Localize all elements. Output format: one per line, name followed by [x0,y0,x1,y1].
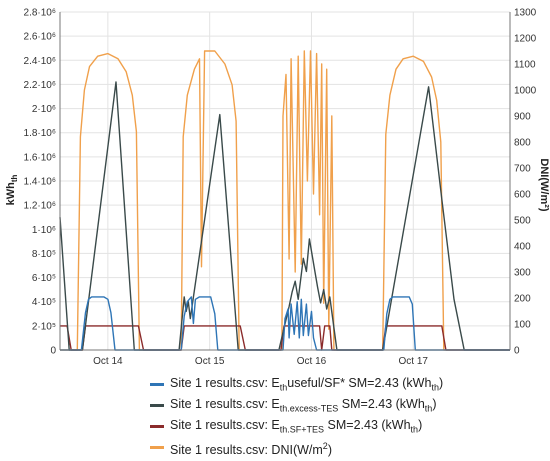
y-left-tick-label: 1·10⁶ [32,225,56,236]
axes [59,12,511,351]
y-right-tick-label: 800 [514,138,531,149]
series-layer [59,50,510,351]
y-right-tick-label: 600 [514,190,531,201]
y-left-tick-label: 2.2·10⁶ [24,80,56,91]
legend-text: ) [327,443,332,458]
legend-subscript: th [410,424,419,435]
legend-subscript: th.SF+TES [279,424,325,435]
tick-labels: 0 2·10⁵ 4·10⁵ 6·10⁵ 8·10⁵ 1·10⁶ 1.2·10⁶ 1.4·10⁶… [24,8,537,368]
y-left-tick-label: 8·10⁵ [32,249,56,260]
legend-text: Site 1 results.csv: DNI(W/m [170,443,323,458]
x-tick-label: Oct 16 [297,356,327,367]
y-left-tick-label: 0 [50,346,56,357]
y-left-tick-label: 2·10⁶ [32,104,56,115]
line-chart: 0 2·10⁵ 4·10⁵ 6·10⁵ 8·10⁵ 1·10⁶ 1.2·10⁶ 1.4·10⁶… [5,8,550,368]
x-tick-label: Oct 17 [399,356,429,367]
legend-text: useful/SF* SM=2.43 (kWh [287,376,432,390]
series-line-4 [60,50,510,351]
y-right-tick-label: 400 [514,242,531,253]
legend-swatch [150,383,164,386]
legend-subscript: th.excess-TES [279,403,339,414]
y-right-tick-label: 500 [514,216,531,227]
y-right-tick-label: 0 [514,346,520,357]
y-left-tick-label: 2.4·10⁶ [24,56,56,67]
y-axis-right-title: DNI(W/m²) [538,158,550,211]
legend-swatch [150,425,164,428]
legend-text: Site 1 results.csv: E [170,397,280,411]
legend-subscript: th [279,382,288,393]
grid-lines [60,11,510,351]
legend-subscript: th [431,382,439,393]
y-right-tick-label: 200 [514,294,531,305]
y-axis-left-title: kWhth [5,175,19,206]
legend-swatch [150,404,164,407]
y-right-tick-label: 900 [514,112,531,123]
y-right-tick-label: 100 [514,320,531,331]
legend-text: SM=2.43 (kWh [324,418,411,432]
y-left-tick-label: 2·10⁵ [32,321,56,332]
y-right-tick-label: 700 [514,164,531,175]
legend-item: Site 1 results.csv: Ethuseful/SF* SM=2.4… [150,373,443,394]
legend-swatch [150,446,164,449]
y-right-tick-label: 1100 [514,60,536,71]
y-right-tick-label: 1200 [514,34,537,45]
legend: Site 1 results.csv: Ethuseful/SF* SM=2.4… [150,373,443,457]
x-tick-label: Oct 14 [93,356,123,367]
x-tick-label: Oct 15 [195,356,225,367]
legend-text: Site 1 results.csv: E [170,376,280,390]
y-right-tick-label: 1000 [514,86,537,97]
y-left-tick-label: 2.8·10⁶ [24,8,56,19]
y-left-tick-label: 1.4·10⁶ [24,177,56,188]
y-right-tick-label: 300 [514,268,531,279]
legend-text: SM=2.43 (kWh [338,397,425,411]
y-left-tick-label: 2.6·10⁶ [24,32,56,43]
series-line-1 [60,296,510,351]
legend-text: ) [418,418,423,432]
legend-item: Site 1 results.csv: Eth.SF+TES SM=2.43 (… [150,415,443,436]
y-left-tick-label: 6·10⁵ [32,273,56,284]
legend-text: ) [432,397,437,411]
legend-text: ) [438,376,444,390]
legend-text: Site 1 results.csv: E [170,418,280,432]
y-left-tick-label: 1.6·10⁶ [24,152,56,163]
legend-item: Site 1 results.csv: Eth.excess-TES SM=2.… [150,394,443,415]
legend-superscript: 2 [322,441,328,451]
y-left-tick-label: 4·10⁵ [32,297,56,308]
y-left-tick-label: 1.8·10⁶ [24,128,56,139]
y-left-tick-label: 1.2·10⁶ [24,201,56,212]
legend-subscript: th [424,403,433,414]
y-right-tick-label: 1300 [514,8,537,19]
